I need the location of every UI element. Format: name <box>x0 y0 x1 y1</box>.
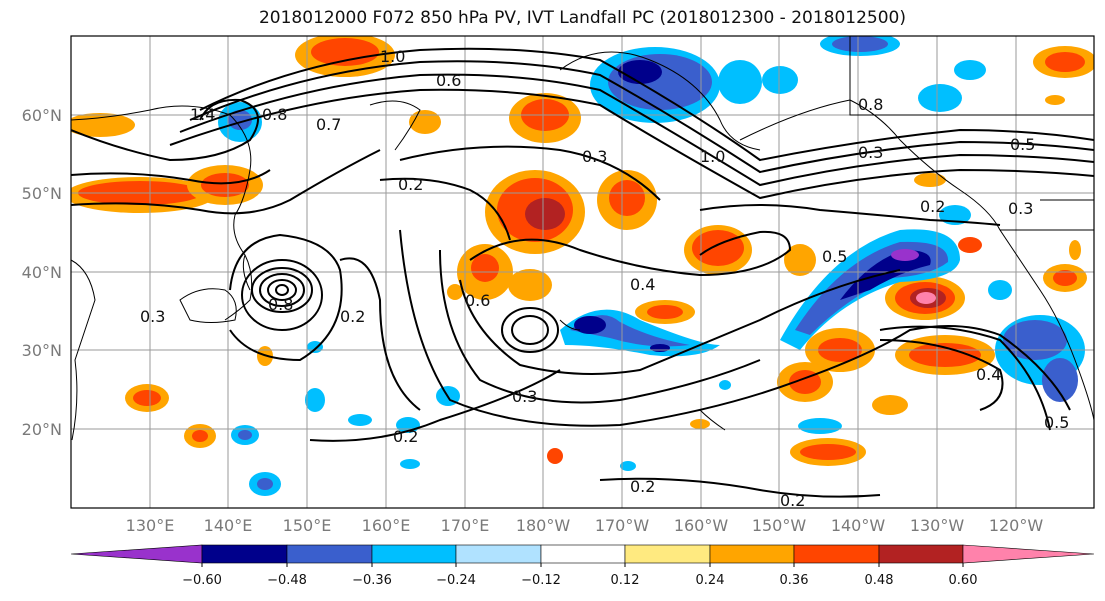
lon-label: 140°E <box>204 516 253 535</box>
lon-label: 170°E <box>441 516 490 535</box>
lat-label: 50°N <box>22 184 62 203</box>
contour-labels: 1.0 0.6 1.4 0.8 0.7 0.2 0.3 1.0 0.8 0.3 … <box>140 47 1069 510</box>
contour-label: 0.3 <box>858 143 883 162</box>
longitude-labels: 130°E 140°E 150°E 160°E 170°E 180°W 170°… <box>126 516 1044 535</box>
colorbar-cell <box>793 544 880 564</box>
map-title: 2018012000 F072 850 hPa PV, IVT Landfall… <box>258 8 906 28</box>
contour-label: 0.3 <box>582 147 607 166</box>
colorbar-tick-label: −0.36 <box>352 573 392 588</box>
contour-label: 0.4 <box>976 365 1001 384</box>
lon-label: 140°W <box>831 516 886 535</box>
lon-label: 160°W <box>674 516 729 535</box>
colorbar-cell <box>371 544 457 564</box>
colorbar-tick-label: −0.60 <box>182 573 222 588</box>
lon-label: 130°W <box>910 516 965 535</box>
colorbar-cell <box>540 544 626 564</box>
colorbar-tick-label: 0.36 <box>780 573 809 588</box>
colorbar-tick-label: 0.60 <box>949 573 978 588</box>
lon-label: 130°E <box>126 516 175 535</box>
colorbar-cell <box>709 544 795 564</box>
coastlines <box>71 36 1094 441</box>
colorbar-tick-label: 0.12 <box>611 573 640 588</box>
colorbar-cell <box>70 544 203 564</box>
colorbar-ticks <box>201 563 964 567</box>
colorbar-cells <box>70 544 1095 564</box>
contour-label: 0.8 <box>262 105 287 124</box>
contour-label: 0.8 <box>858 95 883 114</box>
contour-label: 0.7 <box>316 115 341 134</box>
contour-label: 1.4 <box>190 105 215 124</box>
colorbar-cell <box>201 544 288 564</box>
lat-label: 20°N <box>22 420 62 439</box>
lat-label: 60°N <box>22 106 62 125</box>
contour-label: 0.2 <box>393 427 418 446</box>
colorbar: −0.60 −0.48 −0.36 −0.24 −0.12 0.12 0.24 … <box>70 544 1095 588</box>
contour-label: 1.0 <box>380 47 405 66</box>
contour-label: 0.5 <box>1010 135 1035 154</box>
colorbar-cell <box>878 544 964 564</box>
positive-anomaly-shading <box>71 36 1094 466</box>
map-gridlines <box>71 36 1094 508</box>
colorbar-tick-label: −0.48 <box>267 573 307 588</box>
lon-label: 160°E <box>362 516 411 535</box>
lon-label: 150°W <box>752 516 807 535</box>
contour-label: 0.3 <box>1008 199 1033 218</box>
contour-label: 1.0 <box>700 147 725 166</box>
lon-label: 120°W <box>989 516 1044 535</box>
contour-label: 0.5 <box>822 247 847 266</box>
colorbar-tick-label: 0.48 <box>865 573 894 588</box>
contour-label: 0.4 <box>630 275 655 294</box>
latitude-labels: 60°N 50°N 40°N 30°N 20°N <box>22 106 62 439</box>
map-frame <box>70 35 1095 509</box>
lon-label: 180°W <box>516 516 571 535</box>
contour-label: 0.2 <box>780 491 805 510</box>
contour-label: 0.8 <box>268 295 293 314</box>
lon-label: 150°E <box>283 516 332 535</box>
contour-label: 0.6 <box>465 291 490 310</box>
contour-label: 0.6 <box>436 71 461 90</box>
colorbar-cell <box>286 544 373 564</box>
contour-label: 0.5 <box>1044 413 1069 432</box>
contour-label: 0.2 <box>630 477 655 496</box>
contour-label: 0.2 <box>340 307 365 326</box>
contour-label: 0.2 <box>398 175 423 194</box>
contour-label: 0.2 <box>920 197 945 216</box>
lat-label: 30°N <box>22 341 62 360</box>
lat-label: 40°N <box>22 263 62 282</box>
colorbar-tick-label: 0.24 <box>696 573 725 588</box>
contour-label: 0.3 <box>140 307 165 326</box>
colorbar-cell <box>962 544 1095 564</box>
lon-label: 170°W <box>595 516 650 535</box>
contour-label: 0.3 <box>512 387 537 406</box>
colorbar-cell <box>455 544 542 564</box>
colorbar-cell <box>624 544 711 564</box>
colorbar-tick-label: −0.12 <box>521 573 561 588</box>
pv-contours <box>71 47 1094 498</box>
colorbar-tick-label: −0.24 <box>436 573 476 588</box>
